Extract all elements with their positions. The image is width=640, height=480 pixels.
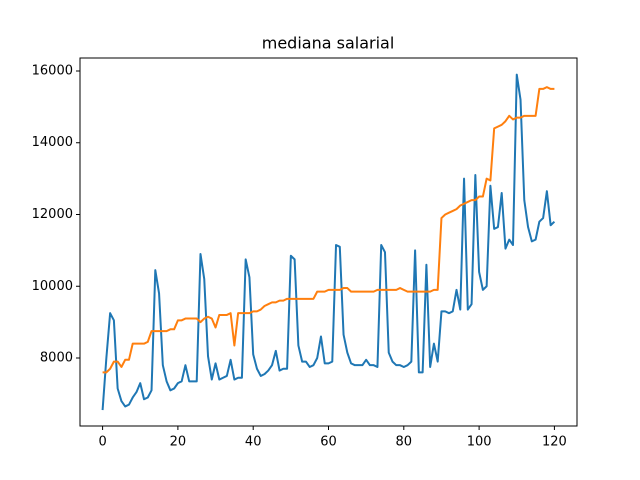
chart-title: mediana salarial: [262, 34, 395, 53]
y-tick-label: 14000: [32, 135, 73, 150]
line-series: [101, 73, 556, 411]
x-tick-label: 80: [396, 435, 413, 450]
x-tick-label: 120: [542, 435, 567, 450]
y-tick-label: 16000: [32, 63, 73, 78]
x-tick-label: 0: [98, 435, 106, 450]
x-tick-label: 40: [245, 435, 262, 450]
y-tick-label: 12000: [32, 207, 73, 222]
x-tick-label: 60: [320, 435, 337, 450]
x-tick-label: 100: [467, 435, 492, 450]
plot-frame: [79, 57, 578, 427]
x-tick-label: 20: [170, 435, 187, 450]
y-tick-label: 10000: [32, 279, 73, 294]
y-tick-label: 8000: [40, 351, 73, 366]
line-series: [102, 86, 555, 374]
